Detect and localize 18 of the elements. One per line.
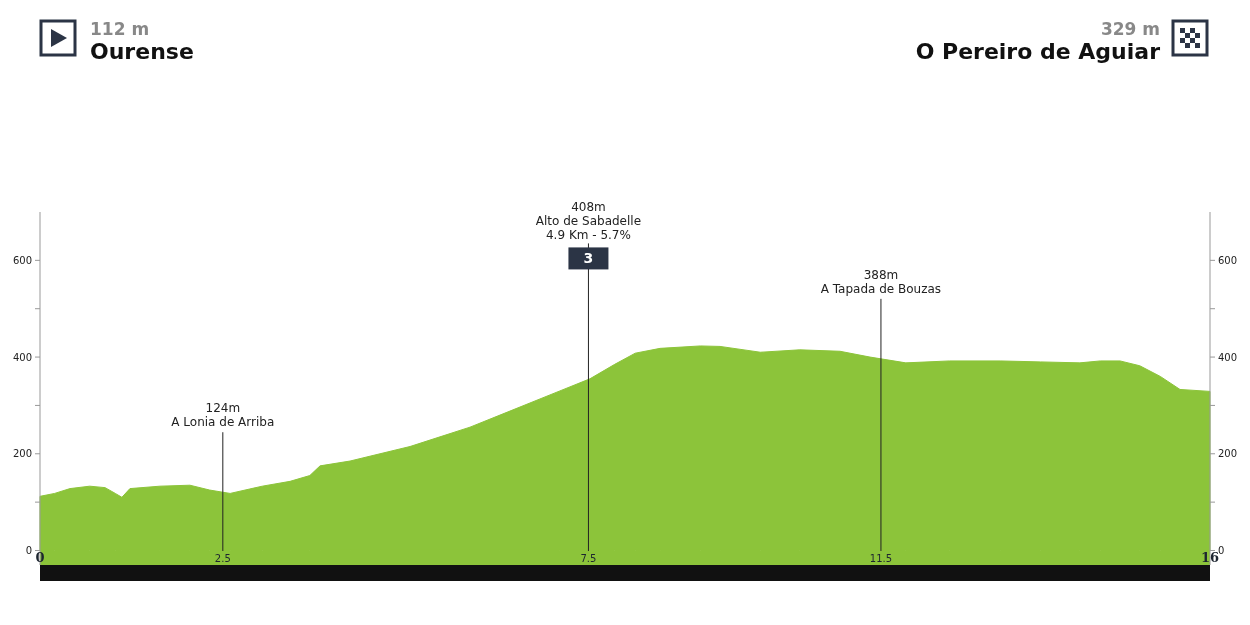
text: 329 m: [1100, 19, 1160, 39]
ref-line-label: 388m A Tapada de Bouzas: [820, 267, 942, 296]
y-tick-label: 600: [12, 254, 32, 266]
x-tick-label: 0: [35, 550, 45, 565]
x-tick-label: 2.5: [214, 553, 231, 564]
annotation: 3: [583, 250, 594, 267]
chart-title: Ourense: [90, 39, 194, 64]
y2-tick-label: 200: [1218, 448, 1238, 460]
x-tick-label: 7.5: [580, 553, 597, 564]
chart-subtitle: O Pereiro de Aguiar: [915, 39, 1161, 64]
y2-tick-label: 600: [1218, 254, 1238, 266]
ref-line-label: 408m Alto de Sabadelle 4.9 Km - 5.7%: [535, 200, 642, 243]
text: 112 m: [90, 19, 150, 39]
y-tick-label: 200: [12, 448, 32, 460]
y2-tick-label: 400: [1218, 351, 1238, 363]
y-tick-label: 400: [12, 351, 32, 363]
ref-line-label: 124m A Lonia de Arriba: [171, 401, 275, 430]
x-tick-label: 11.5: [869, 553, 893, 564]
